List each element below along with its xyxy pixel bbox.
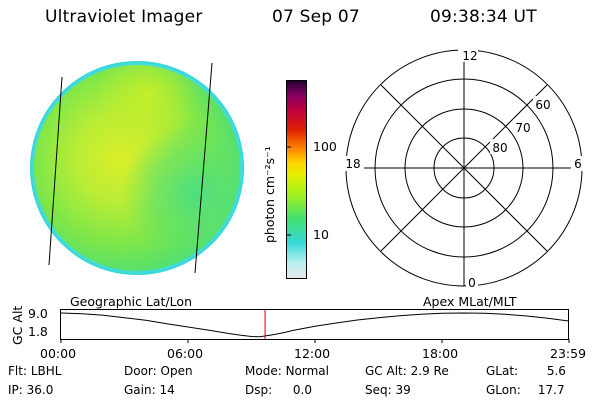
gc-alt-axis-label: GC Alt (10, 305, 25, 345)
polar-label-bg-60 (533, 96, 553, 111)
uv-image (30, 61, 244, 275)
ip-field: IP: 36.0 (8, 383, 53, 397)
x-tick-label-0: 00:00 (40, 346, 77, 361)
dsp-field: Dsp: 0.0 (245, 383, 312, 397)
polar-label-bg-6 (571, 156, 585, 171)
gcalt-label: GC Alt: (365, 364, 407, 378)
mode-value: Normal (285, 364, 329, 378)
polar-label-60: 60 (535, 98, 550, 112)
gain-label: Gain: (124, 383, 156, 397)
seq-label: Seq: (365, 383, 392, 397)
uv-disk-noise (32, 63, 242, 273)
ip-value: 36.0 (26, 383, 54, 397)
meridian-line-left (48, 76, 63, 266)
colorbar-tick-label-10: 10 (313, 227, 329, 242)
colorbar-unit-label: photon cm⁻²s⁻¹ (262, 146, 277, 243)
polar-label-80: 80 (492, 141, 507, 155)
apex-label: Apex MLat/MLT (423, 294, 517, 309)
y-tick-label-top: 9.0 (28, 306, 48, 321)
dsp-label: Dsp: (245, 383, 273, 397)
polar-label-bg-0 (466, 275, 478, 289)
door-value: Open (160, 364, 193, 378)
timeline-plot (60, 309, 570, 343)
glat-field: GLat: 5.6 (486, 364, 566, 378)
y-tick-label-bottom: 1.8 (28, 324, 48, 339)
polar-label-70: 70 (515, 121, 530, 135)
polar-label-bg-70 (513, 119, 533, 134)
glon-label: GLon: (486, 383, 521, 397)
time-label: 09:38:34 UT (430, 7, 537, 27)
gcalt-field: GC Alt: 2.9 Re (365, 364, 449, 378)
seq-value: 39 (395, 383, 411, 397)
colorbar-scale (286, 80, 307, 279)
mode-field: Mode: Normal (245, 364, 329, 378)
gain-value: 14 (159, 383, 175, 397)
flt-field: Flt: LBHL (8, 364, 61, 378)
mode-label: Mode: (245, 364, 282, 378)
glon-value: 17.7 (537, 383, 565, 397)
glat-value: 5.6 (546, 364, 566, 378)
door-label: Door: (124, 364, 157, 378)
meridian-line-right (194, 62, 213, 274)
polar-label-bg-12 (458, 47, 478, 62)
gcalt-value: 2.9 Re (410, 364, 449, 378)
x-tick-label-3: 18:00 (422, 346, 459, 361)
dsp-value: 0.0 (292, 383, 312, 397)
app-title: Ultraviolet Imager (45, 7, 203, 27)
colorbar (286, 80, 307, 279)
gain-field: Gain: 14 (124, 383, 175, 397)
x-tick-label-2: 12:00 (294, 346, 331, 361)
polar-label-bg-18 (342, 156, 364, 171)
timeline-ticks (60, 339, 570, 343)
x-tick-label-1: 06:00 (167, 346, 204, 361)
polar-plot: 12 18 6 0 60 70 80 (342, 47, 585, 290)
polar-label-12: 12 (462, 49, 477, 63)
flt-value: LBHL (30, 364, 62, 378)
x-tick-label-4: 23:59 (550, 346, 587, 361)
gc-alt-series-line (60, 312, 569, 338)
polar-label-bg-80 (490, 139, 510, 154)
seq-field: Seq: 39 (365, 383, 411, 397)
polar-label-6: 6 (574, 157, 582, 171)
colorbar-tick-label-100: 100 (313, 139, 337, 154)
geographic-label: Geographic Lat/Lon (70, 294, 192, 309)
flt-label: Flt: (8, 364, 27, 378)
polar-label-18: 18 (345, 157, 360, 171)
door-field: Door: Open (124, 364, 193, 378)
date-label: 07 Sep 07 (272, 7, 360, 27)
polar-axis-diag-2 (380, 84, 548, 252)
polar-label-0: 0 (468, 276, 476, 290)
glat-label: GLat: (486, 364, 519, 378)
glon-field: GLon: 17.7 (486, 383, 565, 397)
ip-label: IP: (8, 383, 23, 397)
